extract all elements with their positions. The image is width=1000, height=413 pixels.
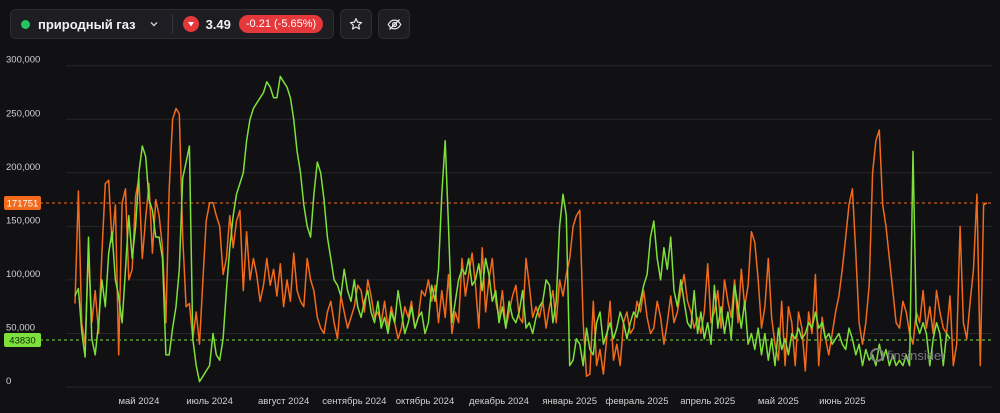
y-tick-label: 100,000 xyxy=(6,269,40,280)
favorite-button[interactable] xyxy=(340,9,373,39)
x-tick-label: май 2025 xyxy=(758,396,799,407)
x-tick-label: октябрь 2024 xyxy=(396,396,455,407)
arrow-down-icon xyxy=(182,16,199,32)
symbol-selector[interactable]: природный газ 3.49 -0.21 (-5.65%) xyxy=(10,9,335,39)
x-tick-label: январь 2025 xyxy=(542,396,597,407)
y-tick-label: 300,000 xyxy=(6,55,40,66)
value-tags: 171751 43830 xyxy=(4,196,41,348)
status-dot xyxy=(21,19,30,29)
watermark: finsinsider xyxy=(870,348,946,363)
y-tick-label: 250,000 xyxy=(6,108,40,119)
watermark-logo-icon xyxy=(870,348,884,362)
star-icon xyxy=(350,18,363,30)
x-tick-label: декабрь 2024 xyxy=(469,396,529,407)
eye-off-icon xyxy=(387,18,402,30)
series xyxy=(74,75,988,383)
series-line-1 xyxy=(74,107,988,378)
y-tick-label: 150,000 xyxy=(6,215,40,226)
x-tick-label: май 2024 xyxy=(118,396,159,407)
x-tick-label: июль 2024 xyxy=(186,396,233,407)
reference-tag xyxy=(4,196,41,211)
y-tick-label: 200,000 xyxy=(6,162,40,173)
watermark-text: finsinsider xyxy=(887,348,946,363)
change-badge: -0.21 (-5.65%) xyxy=(238,15,324,33)
hide-button[interactable] xyxy=(378,9,411,39)
reference-tag-label: 171751 xyxy=(7,199,39,210)
x-tick-label: июнь 2025 xyxy=(819,396,865,407)
grid xyxy=(66,65,992,388)
symbol-label: природный газ xyxy=(38,16,136,32)
y-tick-label: 0 xyxy=(6,376,11,387)
x-tick-label: февраль 2025 xyxy=(606,396,669,407)
y-tick-label: 50,000 xyxy=(6,322,35,333)
divider xyxy=(171,14,173,34)
reference-tag xyxy=(4,333,41,348)
series-line-2 xyxy=(74,75,951,383)
y-axis: 0 50,000 100,000 150,000 200,000 250,000 300,0… xyxy=(6,55,40,387)
x-tick-label: август 2024 xyxy=(258,396,309,407)
chevron-down-icon[interactable] xyxy=(146,16,162,32)
chart-toolbar: природный газ 3.49 -0.21 (-5.65%) xyxy=(10,8,411,40)
price-value: 3.49 xyxy=(205,16,231,32)
x-axis: май 2024 июль 2024 август 2024 сентябрь 202… xyxy=(118,396,865,407)
reference-tag-label: 43830 xyxy=(9,336,35,347)
x-tick-label: апрель 2025 xyxy=(680,396,735,407)
x-tick-label: сентябрь 2024 xyxy=(322,396,386,407)
